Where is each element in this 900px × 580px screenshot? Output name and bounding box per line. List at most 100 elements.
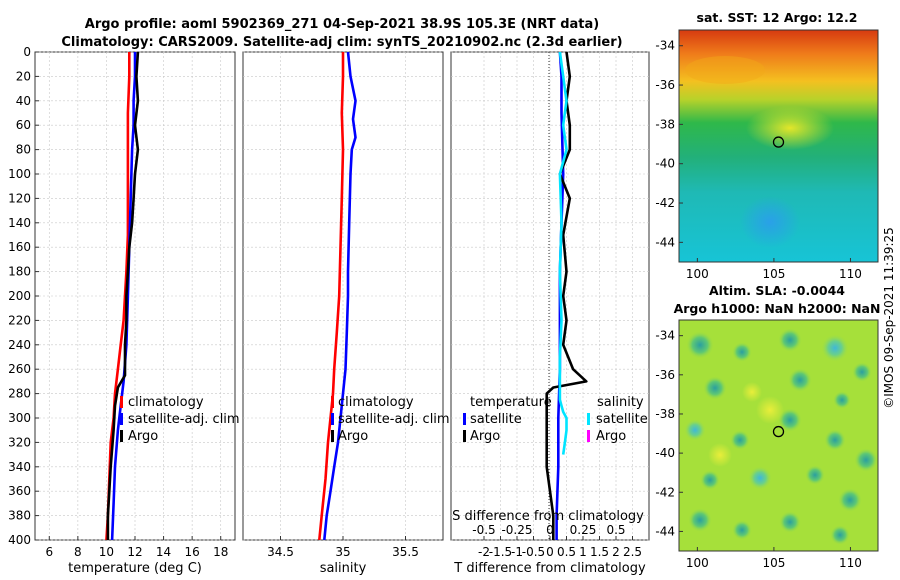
difference-legend: temperature salinity satellite Argo sate… xyxy=(463,395,648,444)
y-tick-label: 340 xyxy=(8,460,31,474)
sst-cool-patch xyxy=(740,196,800,248)
x-tick-label: 12 xyxy=(127,545,142,559)
y-tick-label: 280 xyxy=(8,387,31,401)
y-tick-label: 140 xyxy=(8,216,31,230)
sst-map-title: sat. SST: 12 Argo: 12.2 xyxy=(697,10,858,25)
sst-map-frame xyxy=(678,29,879,263)
map-y-tick-label: -44 xyxy=(655,524,675,538)
sla-map-panel: Altim. SLA: -0.0044 Argo h1000: NaN h200… xyxy=(655,283,880,570)
legend-label-satellite: satellite-adj. clim xyxy=(128,412,240,427)
sla-map-frame xyxy=(678,319,879,552)
legend-label-argo: Argo xyxy=(338,429,368,444)
y-tick-label: 160 xyxy=(8,240,31,254)
y-tick-label: 100 xyxy=(8,167,31,181)
legend-title-temperature: temperature xyxy=(470,395,552,410)
legend-label-satellite: satellite-adj. clim xyxy=(338,412,450,427)
legend-swatch-argo xyxy=(331,430,334,442)
legend-label-t-argo: Argo xyxy=(470,429,500,444)
sla-eddy xyxy=(703,376,727,400)
sla-map-title-line2: Argo h1000: NaN h2000: NaN xyxy=(674,301,881,316)
legend-swatch-t-satellite xyxy=(463,413,466,425)
y-tick-label: 60 xyxy=(16,118,31,132)
x-tick-label: 1 xyxy=(579,545,587,559)
top-tick-label: 0.5 xyxy=(606,523,625,537)
x-tick-label: 18 xyxy=(213,545,228,559)
difference-panel: -2-1.5-1-0.5 0 0.5 1 1.5 2 2.5 -0.5 -0.25 0 0.25 0… xyxy=(450,51,650,576)
top-tick-label: 0.25 xyxy=(570,523,597,537)
map-y-tick-label: -34 xyxy=(655,329,675,343)
sla-eddy xyxy=(778,328,802,352)
y-tick-label: 20 xyxy=(16,69,31,83)
y-tick-label: 120 xyxy=(8,191,31,205)
map-y-tick-label: -36 xyxy=(655,368,675,382)
x-tick-label: 16 xyxy=(185,545,200,559)
map-x-tick-label: 105 xyxy=(762,267,785,281)
legend-swatch-climatology xyxy=(331,396,334,408)
y-tick-label: 80 xyxy=(16,143,31,157)
temperature-xlabel: temperature (deg C) xyxy=(68,561,202,576)
x-tick-label: 14 xyxy=(156,545,171,559)
legend-swatch-argo xyxy=(120,430,123,442)
sla-eddy xyxy=(756,396,784,424)
top-tick-label: -0.25 xyxy=(501,523,532,537)
legend-swatch-climatology xyxy=(120,396,123,408)
legend-swatch-s-argo xyxy=(587,430,590,442)
sst-warm-patch xyxy=(746,106,834,150)
salinity-panel: 34.5 35 35.5 salinity climatology satellit… xyxy=(242,51,450,576)
sla-eddy xyxy=(732,520,752,540)
x-tick-label: 35 xyxy=(335,545,350,559)
sla-eddy xyxy=(684,419,706,441)
y-tick-label: 260 xyxy=(8,362,31,376)
x-tick-label: -1 xyxy=(511,545,523,559)
y-tick-label: 360 xyxy=(8,484,31,498)
sla-argo-marker xyxy=(772,425,785,438)
map-y-tick-label: -36 xyxy=(655,78,675,92)
x-tick-label: -2 xyxy=(478,545,490,559)
y-tick-label: 40 xyxy=(16,94,31,108)
sla-eddy xyxy=(788,368,812,392)
sla-eddy xyxy=(824,429,846,451)
x-tick-label: 6 xyxy=(45,545,53,559)
x-tick-label: -1.5 xyxy=(489,545,512,559)
sla-eddy xyxy=(854,448,878,472)
series-line-climatology xyxy=(318,52,345,540)
figure-title-line1: Argo profile: aoml 5902369_271 04-Sep-20… xyxy=(85,17,599,32)
y-tick-label: 200 xyxy=(8,289,31,303)
series-line-satellite-adj-clim xyxy=(110,52,137,540)
difference-top-label: S difference from climatology xyxy=(452,509,644,524)
x-tick-label: 10 xyxy=(99,545,114,559)
y-tick-label: 400 xyxy=(8,533,31,547)
sla-eddy xyxy=(748,466,772,490)
x-tick-label: -0.5 xyxy=(522,545,545,559)
legend-swatch-s-satellite xyxy=(587,413,590,425)
map-x-tick-label: 105 xyxy=(762,556,785,570)
series-line-satellite-adj-clim xyxy=(323,52,357,540)
sst-argo-marker xyxy=(772,136,785,148)
map-x-tick-label: 110 xyxy=(839,267,862,281)
map-x-tick-label: 100 xyxy=(686,267,709,281)
legend-label-climatology: climatology xyxy=(338,395,414,410)
sla-eddy xyxy=(688,508,712,532)
salinity-xlabel: salinity xyxy=(320,561,367,576)
y-tick-label: 0 xyxy=(23,45,31,59)
map-y-tick-label: -38 xyxy=(655,407,675,421)
map-y-tick-label: -42 xyxy=(655,485,675,499)
sla-eddy xyxy=(778,408,802,432)
y-tick-label: 240 xyxy=(8,338,31,352)
legend-title-salinity: salinity xyxy=(597,395,644,410)
sla-map-title-line1: Altim. SLA: -0.0044 xyxy=(709,283,845,298)
x-tick-label: 0.5 xyxy=(557,545,576,559)
sla-eddy xyxy=(805,465,825,485)
sla-eddy xyxy=(708,443,732,467)
y-tick-label: 300 xyxy=(8,411,31,425)
difference-xlabel: T difference from climatology xyxy=(453,561,646,576)
x-tick-label: 2 xyxy=(612,545,620,559)
map-y-tick-label: -34 xyxy=(655,39,675,53)
legend-swatch-satellite xyxy=(120,413,123,425)
sla-eddy xyxy=(732,342,752,362)
map-y-tick-label: -42 xyxy=(655,196,675,210)
series-line-salinity-satellite xyxy=(558,52,568,455)
sla-eddy xyxy=(838,488,862,512)
salinity-legend: climatology satellite-adj. clim Argo xyxy=(331,395,450,444)
